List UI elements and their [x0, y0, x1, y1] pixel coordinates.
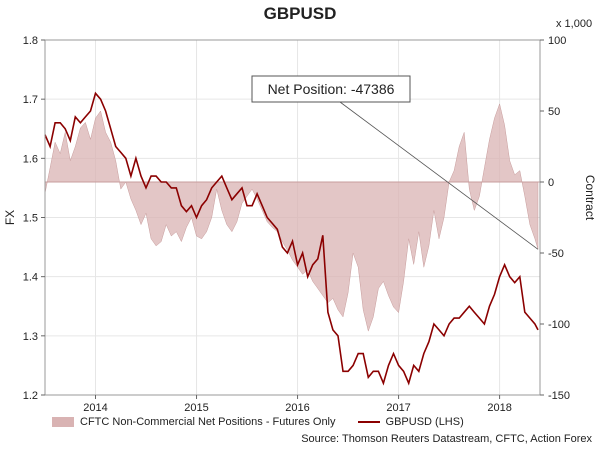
right-axis-label: Contract	[583, 175, 597, 221]
annotation-leader	[339, 101, 539, 250]
right-axis-unit: x 1,000	[556, 18, 593, 30]
left-tick-label: 1.6	[23, 153, 38, 165]
net-positions-area	[44, 103, 539, 332]
left-tick-label: 1.8	[23, 35, 38, 47]
x-tick-label: 2016	[285, 402, 309, 414]
legend-label-net-positions: CFTC Non-Commercial Net Positions - Futu…	[80, 416, 336, 428]
right-tick-label: 50	[548, 106, 560, 118]
x-tick-label: 2014	[83, 402, 107, 414]
left-tick-label: 1.5	[23, 213, 38, 225]
right-tick-label: 100	[548, 35, 566, 47]
annotation-text: Net Position: -47386	[268, 81, 395, 97]
left-tick-label: 1.7	[23, 94, 38, 106]
net-positions-area-layer	[44, 103, 540, 332]
annotation: Net Position: -47386	[251, 75, 539, 250]
left-tick-label: 1.3	[23, 331, 38, 343]
right-tick-label: 0	[548, 177, 554, 189]
legend-swatch-area	[52, 417, 74, 427]
x-tick-label: 2015	[184, 402, 208, 414]
legend-swatch-line	[357, 421, 380, 423]
legend-label-gbpusd: GBPUSD (LHS)	[385, 416, 464, 428]
left-tick-label: 1.4	[23, 272, 38, 284]
right-tick-label: -50	[548, 248, 564, 260]
axes: 1.8 1.7 1.6 1.5 1.4 1.3 1.2 100 50 0 -50 -100 -150 20…	[3, 35, 597, 414]
x-tick-label: 2017	[386, 402, 410, 414]
legend: CFTC Non-Commercial Net Positions - Futu…	[52, 416, 464, 428]
left-axis-label: FX	[3, 210, 17, 225]
x-tick-label: 2018	[487, 402, 511, 414]
right-tick-label: -150	[548, 390, 570, 402]
right-tick-label: -100	[548, 319, 570, 331]
legend-item-gbpusd: GBPUSD (LHS)	[357, 416, 464, 428]
chart-title: GBPUSD	[263, 4, 337, 23]
left-tick-label: 1.2	[23, 390, 38, 402]
legend-item-net-positions: CFTC Non-Commercial Net Positions - Futu…	[52, 416, 336, 428]
gbpusd-line	[44, 91, 539, 386]
annotation-box	[251, 75, 411, 103]
gbpusd-line-layer	[44, 91, 539, 386]
source-note: Source: Thomson Reuters Datastream, CFTC…	[301, 433, 592, 445]
